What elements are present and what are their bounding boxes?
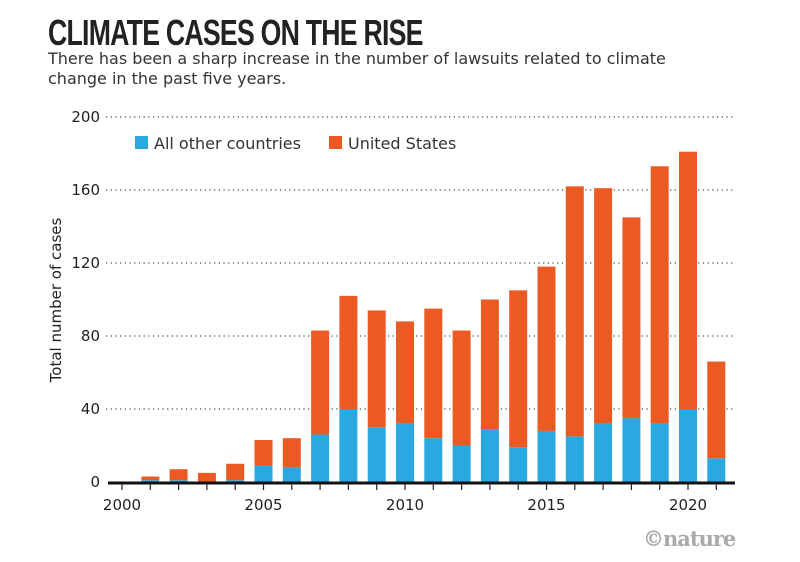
y-tick-label: 0 (90, 473, 100, 491)
y-tick-label: 160 (71, 181, 100, 199)
bar-other-countries (254, 465, 273, 482)
bar-other-countries (141, 480, 160, 482)
bar-united-states (452, 330, 471, 446)
y-tick-label: 40 (81, 400, 100, 418)
x-tick-label: 2005 (244, 496, 282, 514)
bar-united-states (679, 151, 697, 410)
bar-other-countries (480, 429, 499, 482)
bar-united-states (169, 469, 188, 481)
bar-united-states (339, 295, 358, 409)
legend-swatch (135, 136, 148, 149)
y-axis-label: Total number of cases (47, 218, 65, 384)
legend-label: United States (348, 134, 456, 153)
legend-label: All other countries (154, 134, 301, 153)
bar-other-countries (679, 409, 697, 482)
bar-united-states (396, 321, 414, 424)
bar-united-states (254, 440, 273, 466)
bar-other-countries (707, 458, 726, 482)
bar-other-countries (565, 436, 584, 482)
bar-united-states (537, 266, 556, 431)
x-tick-label: 2010 (386, 496, 424, 514)
nature-logo: ©nature (643, 526, 736, 551)
legend-swatch (329, 136, 342, 149)
bar-other-countries (594, 423, 613, 482)
bar-other-countries (452, 445, 471, 482)
y-tick-label: 80 (81, 327, 100, 345)
bar-other-countries (169, 480, 188, 482)
bar-united-states (367, 310, 386, 428)
bar-other-countries (282, 467, 301, 482)
bar-united-states (707, 361, 726, 459)
bar-other-countries (311, 434, 330, 482)
bar-other-countries (339, 409, 358, 482)
bar-united-states (650, 166, 669, 424)
x-tick-label: 2015 (527, 496, 565, 514)
bar-united-states (509, 290, 528, 448)
x-tick-label: 2020 (669, 496, 707, 514)
bar-other-countries (537, 430, 556, 482)
bar-united-states (311, 330, 330, 435)
y-tick-label: 120 (71, 254, 100, 272)
bar-united-states (226, 463, 245, 481)
chart-title: CLIMATE CASES ON THE RISE (48, 12, 423, 53)
bar-other-countries (226, 480, 245, 482)
bar-other-countries (367, 427, 386, 482)
bar-other-countries (650, 423, 669, 482)
bar-united-states (282, 438, 301, 468)
bar-other-countries (622, 418, 641, 482)
bar-other-countries (509, 447, 528, 482)
bar-united-states (594, 188, 613, 424)
bar-other-countries (396, 423, 414, 482)
bar-united-states (424, 308, 443, 439)
bar-united-states (565, 186, 584, 437)
bar-united-states (141, 476, 160, 481)
x-tick-label: 2000 (103, 496, 141, 514)
y-tick-label: 200 (71, 108, 100, 126)
bar-united-states (197, 472, 216, 482)
bar-other-countries (424, 438, 443, 482)
chart-subtitle: There has been a sharp increase in the n… (48, 49, 666, 88)
bar-united-states (480, 299, 499, 430)
bar-united-states (622, 217, 641, 419)
